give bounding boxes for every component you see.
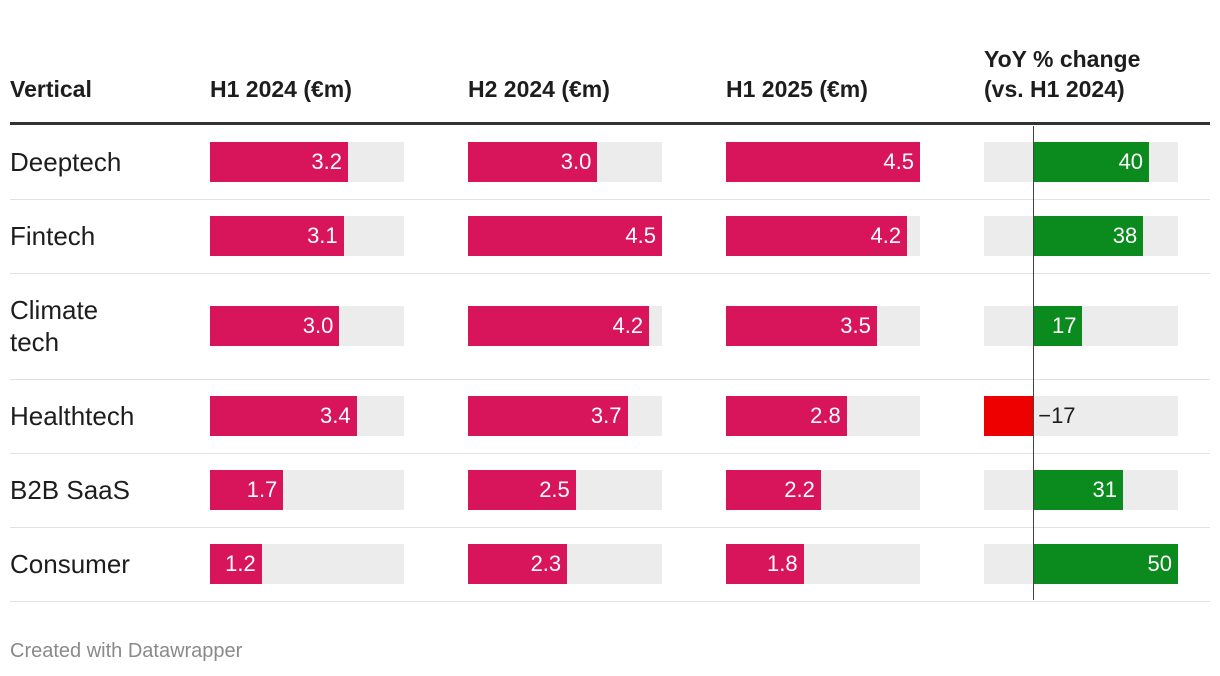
bar-h1-2025 <box>726 216 908 256</box>
bar-h1-2025 <box>726 544 804 584</box>
table-row: Deeptech 3.2 3.0 4.5 40 <box>10 125 1210 200</box>
bar-track-h1-2024: 3.1 <box>210 216 404 256</box>
column-header-h2-2024: H2 2024 (€m) <box>468 0 708 122</box>
bar-track-h2-2024: 3.0 <box>468 142 662 182</box>
bar-track-h1-2024: 1.7 <box>210 470 404 510</box>
bar-value-h2-2024: 2.5 <box>539 477 570 502</box>
bar-track-h2-2024: 2.5 <box>468 470 662 510</box>
bar-h1-2025 <box>726 396 847 436</box>
bar-value-h1-2025: 3.5 <box>840 313 871 338</box>
bar-value-h1-2024: 3.0 <box>302 313 334 338</box>
bar-h1-2025 <box>726 306 877 346</box>
row-label: Climate tech <box>10 295 99 357</box>
bar-track-h1-2024: 3.4 <box>210 396 404 436</box>
table-row: Consumer 1.2 2.3 1.8 50 <box>10 527 1210 602</box>
row-label: Fintech <box>10 221 96 251</box>
bar-h1-2024 <box>210 216 344 256</box>
column-header-h1-2025: H1 2025 (€m) <box>726 0 966 122</box>
bar-value-h2-2024: 3.0 <box>560 149 592 174</box>
bar-value-h1-2025: 2.2 <box>784 477 815 502</box>
bar-value-h1-2024: 1.2 <box>225 551 256 576</box>
yoy-bar <box>1033 216 1144 256</box>
yoy-track: 31 <box>984 470 1178 510</box>
bar-track-h1-2025: 2.8 <box>726 396 920 436</box>
yoy-bar <box>1033 470 1123 510</box>
yoy-value: 31 <box>1092 477 1117 502</box>
bar-track-h1-2025: 4.5 <box>726 142 920 182</box>
bar-value-h1-2025: 4.5 <box>883 149 914 174</box>
bar-h1-2024 <box>210 544 262 584</box>
bar-track-h1-2025: 1.8 <box>726 544 920 584</box>
bar-h2-2024 <box>468 470 576 510</box>
column-header-h1-2024: H1 2024 (€m) <box>210 0 450 122</box>
bar-value-h2-2024: 3.7 <box>590 403 622 428</box>
yoy-value: 38 <box>1112 223 1138 248</box>
yoy-track: 50 <box>984 544 1178 584</box>
bar-track-h1-2025: 4.2 <box>726 216 920 256</box>
yoy-track: 38 <box>984 216 1178 256</box>
bar-h2-2024 <box>468 142 598 182</box>
header-rule <box>10 122 1210 125</box>
row-label: Deeptech <box>10 147 122 177</box>
bar-h2-2024 <box>468 396 628 436</box>
bar-value-h2-2024: 4.5 <box>625 223 656 248</box>
yoy-bar <box>1033 306 1083 346</box>
bar-track-h1-2025: 3.5 <box>726 306 920 346</box>
table-row: Climate tech 3.0 4.2 3.5 17 <box>10 273 1210 380</box>
yoy-value: 17 <box>1051 313 1077 338</box>
yoy-track: 40 <box>984 142 1178 182</box>
bar-track-h2-2024: 3.7 <box>468 396 662 436</box>
bar-h2-2024 <box>468 544 568 584</box>
bar-track-h2-2024: 4.2 <box>468 306 662 346</box>
bar-value-h1-2025: 4.2 <box>870 223 902 248</box>
bar-value-h2-2024: 4.2 <box>612 313 644 338</box>
bar-h1-2024 <box>210 470 284 510</box>
yoy-track: −17 <box>984 396 1178 436</box>
bar-h1-2024 <box>210 396 357 436</box>
column-header-h1-2025-label: H1 2025 (€m) <box>726 76 868 102</box>
yoy-track: 17 <box>984 306 1178 346</box>
column-header-h1-2024-label: H1 2024 (€m) <box>210 76 352 102</box>
bar-value-h1-2024: 3.1 <box>307 223 338 248</box>
yoy-value: −17 <box>1038 403 1076 428</box>
bar-track-h2-2024: 4.5 <box>468 216 662 256</box>
yoy-value: 50 <box>1147 551 1172 576</box>
bar-value-h2-2024: 2.3 <box>530 551 562 576</box>
column-header-h2-2024-label: H2 2024 (€m) <box>468 76 610 102</box>
column-header-vertical: Vertical <box>10 0 200 122</box>
bar-value-h1-2024: 3.2 <box>311 149 342 174</box>
bar-h1-2024 <box>210 142 348 182</box>
column-header-vertical-label: Vertical <box>10 76 92 102</box>
table-row: Fintech 3.1 4.5 4.2 38 <box>10 199 1210 274</box>
bar-h1-2025 <box>726 470 821 510</box>
yoy-bar <box>984 396 1034 436</box>
bar-track-h2-2024: 2.3 <box>468 544 662 584</box>
bar-h2-2024 <box>468 216 662 256</box>
yoy-value: 40 <box>1118 149 1144 174</box>
bar-value-h1-2025: 2.8 <box>810 403 841 428</box>
bar-track-h1-2024: 1.2 <box>210 544 404 584</box>
table-row: B2B SaaS 1.7 2.5 2.2 31 <box>10 453 1210 528</box>
yoy-bar <box>1033 544 1178 584</box>
bar-track-h1-2024: 3.2 <box>210 142 404 182</box>
row-label: Consumer <box>10 549 130 579</box>
column-header-yoy: YoY % change (vs. H1 2024) <box>984 0 1210 122</box>
bar-h2-2024 <box>468 306 650 346</box>
bar-value-h1-2024: 1.7 <box>246 477 278 502</box>
yoy-zero-axis <box>1033 126 1034 600</box>
yoy-bar <box>1033 142 1150 182</box>
bar-track-h1-2025: 2.2 <box>726 470 920 510</box>
bar-h1-2025 <box>726 142 920 182</box>
bar-h1-2024 <box>210 306 340 346</box>
bar-track-h1-2024: 3.0 <box>210 306 404 346</box>
table-row: Healthtech 3.4 3.7 2.8 −17 <box>10 379 1210 454</box>
row-label: Healthtech <box>10 401 135 431</box>
bar-value-h1-2025: 1.8 <box>767 551 798 576</box>
footer-credit: Created with Datawrapper <box>10 640 243 662</box>
bar-value-h1-2024: 3.4 <box>319 403 351 428</box>
row-label: B2B SaaS <box>10 475 130 505</box>
column-header-yoy-label: YoY % change (vs. H1 2024) <box>984 46 1141 102</box>
